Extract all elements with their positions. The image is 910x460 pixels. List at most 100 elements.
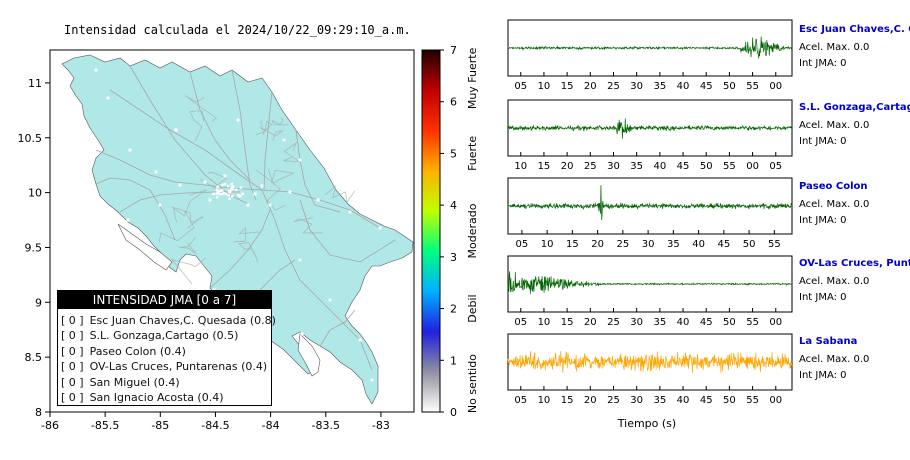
waveform-tick-label: 20 (591, 239, 604, 250)
station-name[interactable]: Esc Juan Chaves,C. Quesada (799, 24, 910, 35)
waveform-tick-label: 00 (769, 81, 782, 92)
waveform-tick-label: 30 (630, 395, 643, 406)
town-marker (218, 193, 221, 196)
waveform-tick-label: 15 (561, 317, 574, 328)
waveform-tick-label: 40 (692, 239, 705, 250)
colorbar-category-labels: No sentido Debil Moderado Fuerte Muy Fuerte (466, 47, 479, 413)
town-marker (370, 378, 374, 382)
waveform-tick-label: 35 (653, 317, 666, 328)
town-marker (178, 183, 182, 187)
waveform-tick-label: 15 (561, 81, 574, 92)
waveform-tick-label: 55 (746, 395, 759, 406)
town-marker (231, 194, 234, 198)
acel-max: Acel. Max. 0.0 (799, 42, 870, 53)
waveform-panel: 05 10 15 20 25 30 35 40 45 50 55 00 (507, 333, 793, 406)
waveform-tick-label: 30 (630, 317, 643, 328)
waveform-tick-label: 10 (538, 317, 551, 328)
colorbar-category-label: Muy Fuerte (466, 47, 479, 109)
town-marker (208, 198, 212, 202)
y-tick-label: 8.5 (25, 351, 43, 364)
town-marker (126, 218, 130, 222)
int-jma: Int JMA: 0 (799, 292, 847, 303)
road (237, 242, 259, 262)
town-marker (282, 138, 286, 142)
town-marker (223, 174, 227, 178)
waveform-tick-label: 50 (723, 395, 736, 406)
road (209, 209, 271, 289)
acel-max: Acel. Max. 0.0 (799, 276, 870, 287)
town-marker (241, 192, 244, 196)
colorbar-tick-label: 0 (450, 406, 457, 419)
road (109, 89, 263, 191)
town-marker (348, 210, 352, 214)
town-marker (223, 182, 227, 186)
waveform-tick-label: 10 (538, 395, 551, 406)
town-marker (228, 197, 231, 201)
road (179, 236, 197, 255)
road-network (95, 65, 396, 371)
road (158, 210, 195, 243)
station-name[interactable]: OV-Las Cruces, Puntarenas (799, 258, 910, 269)
town-marker (174, 128, 178, 132)
acel-max: Acel. Max. 0.0 (799, 120, 870, 131)
waveform-trace (507, 36, 793, 59)
town-marker (231, 185, 235, 188)
waveform-tick-label: 50 (743, 239, 756, 250)
town-marker (227, 193, 230, 197)
town-marker (268, 203, 272, 207)
waveform-tick-label: 05 (514, 81, 527, 92)
waveform-tick-label: 05 (769, 161, 782, 172)
colorbar-category-label: Debil (466, 294, 479, 322)
town-marker (231, 187, 234, 190)
town-marker (328, 298, 332, 302)
station-name[interactable]: La Sabana (799, 336, 858, 347)
road (231, 69, 257, 201)
town-marker (128, 148, 132, 152)
station-info-1: Esc Juan Chaves,C. Quesada Acel. Max. 0.… (799, 24, 910, 69)
y-tick-label: 9.5 (25, 241, 43, 254)
station-name[interactable]: S.L. Gonzaga,Cartago (799, 102, 910, 113)
waveform-tick-label: 40 (677, 81, 690, 92)
town-marker (94, 68, 98, 72)
x-tick-label: -83.5 (312, 419, 340, 432)
legend-item: [ 0 ] Esc Juan Chaves,C. Quesada (0.8) (61, 314, 276, 327)
road (200, 172, 228, 191)
station-name[interactable]: Paseo Colon (799, 181, 868, 192)
road (256, 169, 296, 184)
waveform-tick-label: 55 (746, 317, 759, 328)
waveform-trace (507, 185, 793, 221)
town-marker (226, 184, 230, 188)
colorbar-category-label: Moderado (466, 203, 479, 258)
waveform-panel: 05 10 15 20 25 30 35 40 45 50 55 00 (507, 255, 793, 328)
town-marker (238, 194, 242, 198)
x-tick-label: -85 (151, 419, 169, 432)
town-marker (220, 189, 224, 192)
waveform-panel: 10 15 20 25 30 35 40 45 50 55 00 05 (507, 99, 793, 172)
waveform-tick-label: 15 (561, 395, 574, 406)
town-marker (230, 182, 234, 186)
waveform-trace (507, 351, 793, 374)
town-marker (221, 192, 224, 196)
town-marker (110, 208, 114, 212)
waveform-tick-label: 30 (630, 81, 643, 92)
road (261, 189, 373, 371)
x-tick-label: -85.5 (91, 419, 119, 432)
waveform-tick-label: 10 (514, 161, 527, 172)
waveform-tick-label: 05 (514, 317, 527, 328)
colorbar-tick-label: 4 (450, 199, 457, 212)
station-info-2: S.L. Gonzaga,Cartago Acel. Max. 0.0 Int … (799, 102, 910, 147)
waveform-tick-label: 20 (584, 317, 597, 328)
road (171, 206, 204, 229)
waveform-tick-label: 25 (607, 81, 620, 92)
waveform-tick-label: 45 (677, 161, 690, 172)
colorbar-ticks: 0 1 2 3 4 5 6 7 (440, 44, 457, 419)
legend-item: [ 0 ] San Miguel (0.4) (61, 375, 180, 389)
gulf-of-nicoya (117, 223, 173, 271)
waveform-tick-label: 05 (516, 239, 529, 250)
town-marker (158, 203, 162, 207)
road (170, 257, 207, 285)
colorbar-tick-label: 7 (450, 44, 457, 57)
costa-rica-landmass (61, 54, 414, 405)
waveform-panel: 05 10 15 20 25 30 35 40 45 50 55 (507, 177, 793, 250)
waveform-tick-label: 45 (700, 395, 713, 406)
